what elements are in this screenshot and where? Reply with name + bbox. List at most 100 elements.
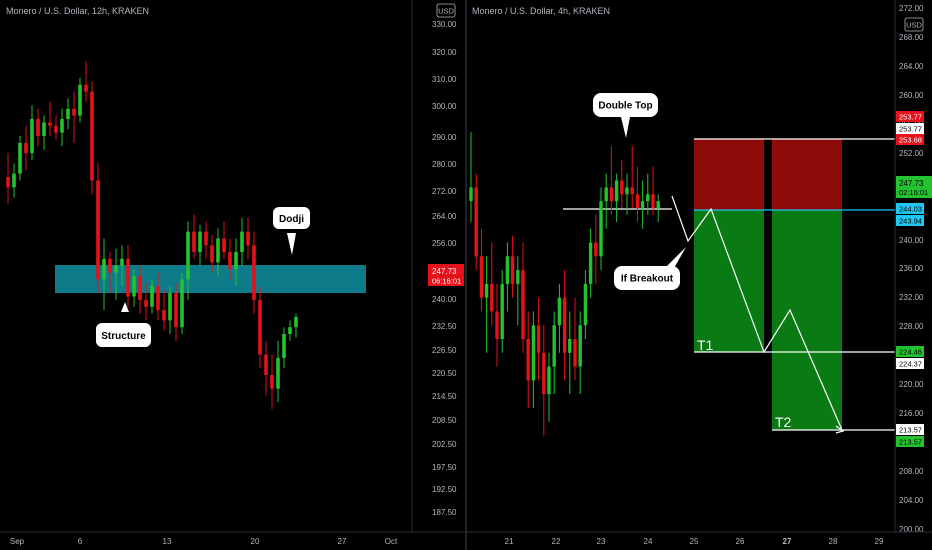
right-candle[interactable] bbox=[604, 173, 608, 229]
left-candle[interactable] bbox=[138, 265, 142, 314]
left-price-axis[interactable]: 330.00 320.00 310.00 300.00 290.00 280.00 272.… bbox=[432, 20, 457, 517]
left-candle[interactable] bbox=[264, 340, 268, 396]
left-candle[interactable] bbox=[198, 224, 202, 266]
doji-callout[interactable] bbox=[273, 207, 310, 229]
left-candle[interactable] bbox=[258, 286, 262, 369]
right-candle[interactable] bbox=[552, 311, 556, 395]
right-candle[interactable] bbox=[625, 173, 629, 215]
right-candle[interactable] bbox=[526, 311, 530, 408]
right-candle[interactable] bbox=[495, 283, 499, 367]
left-candle[interactable] bbox=[240, 217, 244, 266]
double-top-callout[interactable] bbox=[593, 93, 658, 117]
right-candle[interactable] bbox=[594, 214, 598, 284]
right-candle[interactable] bbox=[474, 173, 478, 271]
right-currency-badge[interactable] bbox=[904, 17, 924, 32]
left-candle[interactable] bbox=[12, 163, 16, 198]
left-candle[interactable] bbox=[96, 163, 100, 294]
left-candle[interactable] bbox=[150, 279, 154, 314]
right-candle[interactable] bbox=[614, 173, 619, 222]
right-candle[interactable] bbox=[562, 270, 567, 381]
left-candle[interactable] bbox=[228, 238, 232, 280]
right-candle[interactable] bbox=[542, 325, 546, 436]
right-candle[interactable] bbox=[531, 311, 536, 408]
left-candle[interactable] bbox=[120, 245, 124, 287]
right-candle[interactable] bbox=[479, 228, 484, 312]
right-candle[interactable] bbox=[620, 159, 624, 209]
right-candle[interactable] bbox=[500, 270, 504, 353]
support-zone[interactable] bbox=[55, 265, 366, 293]
left-candle[interactable] bbox=[66, 98, 70, 130]
right-candle[interactable] bbox=[510, 235, 515, 298]
left-candle[interactable] bbox=[72, 91, 76, 143]
left-candle[interactable] bbox=[204, 221, 208, 259]
right-candle[interactable] bbox=[484, 256, 489, 353]
breakout-callout[interactable] bbox=[614, 266, 680, 290]
left-candle[interactable] bbox=[216, 228, 220, 276]
right-candle[interactable] bbox=[635, 166, 640, 222]
left-candle[interactable] bbox=[102, 238, 106, 311]
right-candle[interactable] bbox=[630, 146, 634, 209]
right-candle[interactable] bbox=[646, 173, 650, 215]
left-candle[interactable] bbox=[30, 105, 34, 160]
stop-zone-left[interactable] bbox=[694, 139, 764, 210]
left-candle[interactable] bbox=[144, 282, 148, 321]
right-candle[interactable] bbox=[656, 194, 660, 222]
right-candle[interactable] bbox=[640, 180, 645, 229]
left-candle[interactable] bbox=[54, 115, 58, 140]
left-candle[interactable] bbox=[192, 214, 196, 259]
right-candle[interactable] bbox=[573, 297, 577, 381]
left-candle[interactable] bbox=[186, 221, 190, 300]
left-candle[interactable] bbox=[168, 286, 172, 335]
left-candle[interactable] bbox=[6, 153, 10, 205]
left-candle[interactable] bbox=[234, 238, 238, 287]
left-candle[interactable] bbox=[282, 327, 286, 369]
left-candle[interactable] bbox=[252, 231, 256, 314]
left-candle[interactable] bbox=[36, 108, 40, 147]
right-candle[interactable] bbox=[588, 228, 593, 298]
right-candle[interactable] bbox=[547, 352, 551, 422]
left-currency-badge[interactable] bbox=[436, 3, 456, 18]
left-candle[interactable] bbox=[174, 282, 178, 341]
target-zone-t1[interactable] bbox=[694, 210, 764, 352]
left-candle[interactable] bbox=[90, 81, 94, 195]
right-candle[interactable] bbox=[536, 297, 541, 381]
left-candle[interactable] bbox=[276, 340, 280, 403]
left-chart-panel[interactable]: Monero / U.S. Dollar, 12h, KRAKEN Struct… bbox=[6, 0, 464, 546]
right-chart-panel[interactable]: Monero / U.S. Dollar, 4h, KRAKEN T1 T2 D… bbox=[469, 0, 932, 546]
left-candle[interactable] bbox=[222, 221, 226, 259]
right-time-axis[interactable]: 21 22 23 24 25 26 27 28 29 bbox=[505, 537, 884, 546]
left-candle[interactable] bbox=[246, 217, 250, 259]
left-candle[interactable] bbox=[126, 245, 130, 307]
left-candle[interactable] bbox=[84, 60, 88, 102]
left-candle[interactable] bbox=[156, 272, 160, 321]
left-candle[interactable] bbox=[132, 269, 136, 307]
right-candle[interactable] bbox=[609, 146, 614, 215]
target-zone-t2[interactable] bbox=[772, 210, 842, 430]
right-candle[interactable] bbox=[516, 256, 520, 326]
left-candle[interactable] bbox=[288, 320, 292, 341]
right-candle[interactable] bbox=[568, 311, 572, 395]
left-candle[interactable] bbox=[210, 235, 214, 273]
left-candle[interactable] bbox=[108, 252, 112, 294]
left-candle[interactable] bbox=[180, 272, 184, 335]
structure-callout[interactable] bbox=[96, 323, 151, 347]
right-candle[interactable] bbox=[599, 187, 603, 271]
left-candle[interactable] bbox=[78, 78, 82, 123]
left-candle[interactable] bbox=[18, 136, 22, 181]
right-candle[interactable] bbox=[490, 242, 494, 326]
stop-zone-right[interactable] bbox=[772, 139, 842, 210]
left-candle[interactable] bbox=[60, 108, 64, 147]
right-candle[interactable] bbox=[651, 166, 655, 215]
left-candle[interactable] bbox=[48, 101, 52, 137]
left-candle[interactable] bbox=[114, 248, 118, 300]
right-candle[interactable] bbox=[557, 283, 562, 353]
projected-path[interactable] bbox=[671, 195, 843, 431]
left-candle[interactable] bbox=[270, 354, 274, 410]
left-candle[interactable] bbox=[294, 313, 298, 338]
right-candle[interactable] bbox=[521, 242, 525, 353]
right-candle[interactable] bbox=[469, 132, 473, 222]
left-candle[interactable] bbox=[24, 125, 28, 171]
right-candle[interactable] bbox=[578, 311, 582, 395]
left-candle[interactable] bbox=[162, 289, 166, 331]
left-time-axis[interactable]: Sep 6 13 20 27 Oct bbox=[10, 537, 398, 546]
